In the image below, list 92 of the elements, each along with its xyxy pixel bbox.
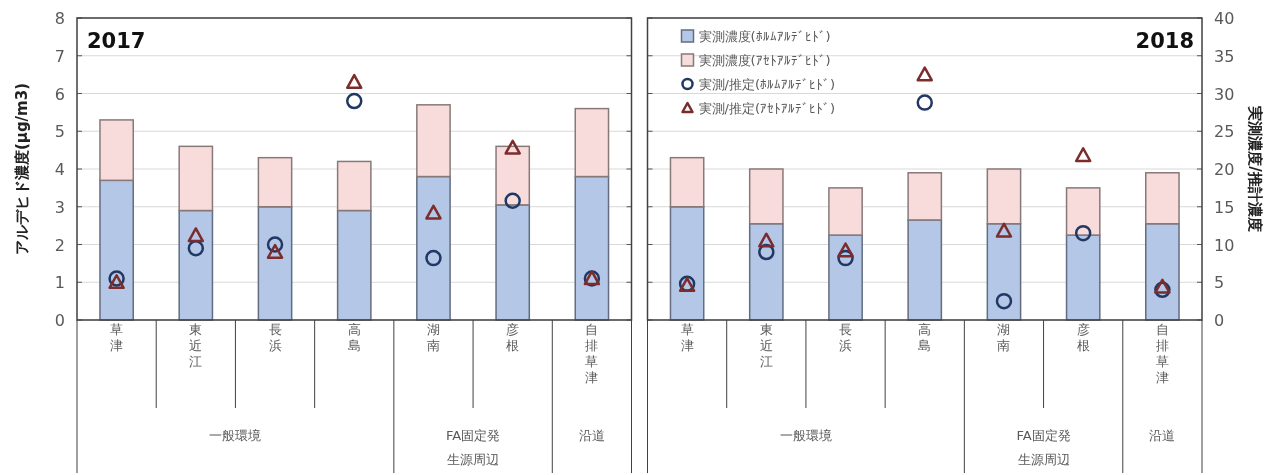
point — [425, 204, 442, 220]
bar — [669, 156, 705, 208]
point — [504, 139, 521, 155]
x-tick-label: 東近江 — [759, 322, 773, 369]
text: 沿道 — [1149, 428, 1176, 443]
y2-tick-label: 0 — [1214, 311, 1225, 330]
bar — [907, 219, 943, 321]
x-tick-label: 彦根 — [506, 322, 520, 353]
bar — [416, 104, 451, 178]
text: 一般環境 — [779, 428, 832, 443]
bar — [748, 222, 784, 321]
point — [1074, 147, 1092, 163]
point — [187, 227, 205, 243]
point — [346, 73, 363, 90]
bar — [907, 172, 943, 221]
bar — [257, 156, 293, 208]
text: 一般環境 — [209, 428, 262, 443]
bar — [1065, 187, 1101, 236]
x-tick-label: 長浜 — [839, 322, 853, 353]
y-tick-label: 3 — [54, 197, 65, 217]
bar — [99, 119, 134, 182]
bar — [669, 206, 705, 321]
y-tick-label: 2 — [54, 235, 65, 255]
point — [1154, 278, 1171, 294]
bar — [99, 179, 134, 321]
y2-tick-label: 20 — [1214, 160, 1235, 179]
y-tick-label: 0 — [54, 311, 65, 330]
y-tick-label: 8 — [54, 9, 65, 28]
point — [346, 92, 363, 110]
bar — [986, 222, 1022, 321]
y2-tick-label: 10 — [1214, 235, 1235, 255]
point — [758, 232, 775, 248]
legend-label: 実測/推定(ﾎﾙﾑｱﾙﾃﾞﾋﾄﾞ) — [698, 77, 836, 92]
text: FA固定発生源周辺 — [445, 428, 501, 467]
bar — [495, 204, 531, 321]
bar — [178, 145, 214, 212]
bar — [1145, 172, 1180, 225]
y2-tick-label: 35 — [1214, 46, 1235, 66]
point — [837, 242, 854, 258]
x-tick-label: 湖南 — [426, 322, 440, 353]
point — [266, 243, 284, 259]
point — [916, 94, 933, 111]
point — [995, 292, 1013, 310]
bar — [257, 206, 293, 321]
y2-axis-title: 実測濃度/推計濃度 — [1246, 105, 1264, 232]
x-tick-label: 高島 — [918, 322, 932, 353]
bar — [748, 168, 784, 225]
y-tick-label: 7 — [54, 46, 65, 66]
point — [1074, 224, 1092, 242]
y-tick-label: 1 — [54, 273, 65, 293]
text: 沿道 — [578, 428, 605, 443]
text: 2018 — [1135, 29, 1194, 53]
x-tick-label: 自排草津 — [1155, 322, 1169, 385]
bar — [828, 187, 863, 236]
point — [995, 222, 1013, 238]
x-tick-label: 自排草津 — [585, 322, 599, 385]
bar — [336, 209, 372, 321]
x-tick-label: 湖南 — [997, 322, 1011, 353]
bar — [178, 209, 214, 321]
bar — [574, 175, 610, 321]
bar — [495, 145, 531, 206]
point — [504, 192, 521, 209]
y-axis-title: アルデヒド濃度(μg/m3) — [13, 82, 31, 256]
y-tick-label: 6 — [54, 84, 65, 104]
y-tick-label: 4 — [54, 160, 65, 179]
y2-tick-label: 15 — [1214, 197, 1235, 217]
y2-tick-label: 5 — [1214, 273, 1225, 293]
point — [916, 66, 933, 82]
bar — [1065, 234, 1101, 321]
point — [108, 274, 125, 290]
x-tick-label: 彦根 — [1076, 322, 1090, 353]
x-tick-label: 草津 — [680, 322, 694, 353]
y2-tick-label: 25 — [1214, 122, 1235, 142]
x-tick-label: 東近江 — [189, 322, 203, 369]
y-tick-label: 5 — [54, 122, 65, 142]
y2-tick-label: 40 — [1214, 9, 1235, 28]
bar — [574, 107, 610, 178]
legend-label: 実測濃度(ｱｾﾄｱﾙﾃﾞﾋﾄﾞ) — [698, 53, 831, 68]
bar — [336, 160, 372, 212]
y2-tick-label: 30 — [1214, 84, 1235, 104]
text: FA固定発生源周辺 — [1016, 428, 1071, 467]
bar — [1145, 222, 1180, 321]
legend-label: 実測/推定(ｱｾﾄｱﾙﾃﾞﾋﾄﾞ) — [698, 101, 836, 116]
legend-label: 実測濃度(ﾎﾙﾑｱﾙﾃﾞﾋﾄﾞ) — [698, 29, 831, 44]
bar — [416, 175, 451, 321]
x-tick-label: 長浜 — [268, 322, 282, 353]
x-tick-label: 草津 — [110, 322, 124, 353]
text: 2017 — [87, 29, 146, 53]
bar — [828, 234, 863, 321]
point — [425, 249, 442, 267]
bar — [986, 168, 1022, 225]
x-tick-label: 高島 — [347, 322, 361, 353]
